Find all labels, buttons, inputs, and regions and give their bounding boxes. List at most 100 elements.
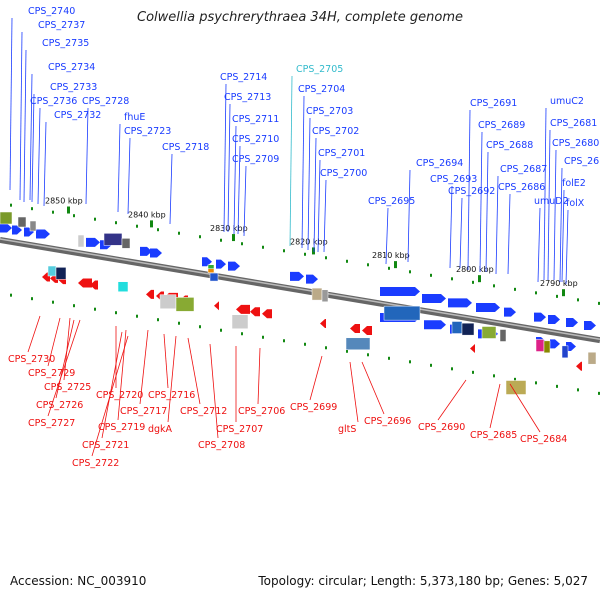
genome-backbone	[0, 237, 600, 344]
forward-gene-label: CPS_2705	[296, 64, 343, 75]
reverse-gene-label: CPS_2721	[82, 440, 129, 451]
forward-gene-arrow	[424, 320, 446, 330]
forward-leader-line	[485, 151, 489, 273]
scale-tick-label: 2850 kbp	[45, 197, 83, 206]
tick-mark	[157, 318, 159, 322]
forward-gene-label: CPS_2709	[232, 154, 279, 165]
scale-tick	[150, 220, 153, 228]
reverse-gene-label: CPS_2717	[120, 406, 167, 417]
tick-mark	[325, 256, 327, 260]
forward-leader-line	[317, 159, 321, 253]
forward-gene-label: CPS_2737	[38, 20, 85, 31]
forward-leader-line	[127, 137, 131, 215]
tick-mark	[262, 245, 264, 249]
forward-gene-label: CPS_2694	[416, 158, 463, 169]
reverse-gene-arrow	[470, 343, 475, 353]
tick-mark	[241, 242, 243, 246]
forward-leader-line	[29, 73, 33, 201]
forward-gene-arrow	[476, 302, 500, 312]
forward-gene-label: CPS_2693	[430, 174, 477, 185]
forward-gene-label: umuD2	[534, 196, 569, 207]
genome-backbone-highlight	[0, 238, 600, 340]
tick-mark	[52, 300, 54, 304]
tick-mark	[514, 377, 516, 381]
forward-leader-line	[561, 189, 565, 283]
feature-block	[535, 339, 545, 352]
forward-gene-label: CPS_2700	[320, 168, 367, 179]
forward-gene-label: CPS_2679	[564, 156, 600, 167]
forward-leader-line	[407, 169, 411, 263]
forward-gene-label: CPS_2736	[30, 96, 77, 107]
forward-gene-label: CPS_2680	[552, 138, 599, 149]
reverse-gene-label: dgkA	[148, 424, 173, 435]
feature-block	[159, 294, 177, 309]
reverse-gene-arrow	[320, 318, 326, 328]
tick-mark	[388, 356, 390, 360]
forward-gene-label: CPS_2710	[232, 134, 279, 145]
scale-tick-label: 2810 kbp	[372, 251, 410, 260]
forward-gene-label: folX	[566, 198, 585, 209]
scale-tick	[394, 261, 397, 269]
feature-block	[383, 305, 421, 321]
forward-gene-label: CPS_2735	[42, 38, 89, 49]
forward-leader-line	[385, 207, 389, 265]
forward-gene-arrow	[548, 315, 560, 325]
forward-gene-label: CPS_2702	[312, 126, 359, 137]
reverse-leader-line	[349, 361, 359, 423]
feature-block	[587, 351, 597, 365]
tick-mark	[535, 381, 537, 385]
reverse-gene-label: CPS_2719	[98, 422, 145, 433]
feature-block	[451, 321, 463, 334]
forward-gene-label: CPS_2704	[298, 84, 345, 95]
tick-mark	[199, 325, 201, 329]
feature-block	[103, 233, 123, 246]
reverse-leader-line	[47, 317, 61, 367]
scale-tick	[232, 234, 235, 242]
forward-gene-arrow	[216, 259, 226, 269]
tick-mark	[283, 249, 285, 253]
feature-block	[543, 340, 551, 354]
forward-leader-line	[507, 193, 511, 275]
genome-summary-text: Topology: circular; Length: 5,373,180 bp…	[258, 574, 588, 588]
tick-mark	[577, 388, 579, 392]
reverse-gene-label: CPS_2699	[290, 402, 337, 413]
forward-gene-label: CPS_2740	[28, 6, 75, 17]
reverse-leader-line	[309, 355, 323, 401]
forward-leader-line	[547, 129, 551, 281]
reverse-leader-line	[437, 379, 467, 421]
tick-mark	[493, 284, 495, 288]
scale-tick-label: 2790 kbp	[540, 279, 578, 288]
forward-gene-label: CPS_2688	[486, 140, 533, 151]
forward-gene-label: CPS_2689	[478, 120, 525, 131]
tick-mark	[556, 294, 558, 298]
forward-leader-line	[313, 137, 317, 253]
forward-gene-arrow	[566, 342, 576, 352]
tick-mark	[598, 301, 600, 305]
forward-leader-line	[9, 17, 13, 191]
feature-block	[77, 234, 85, 248]
forward-leader-line	[117, 123, 121, 213]
scale-tick	[478, 275, 481, 283]
tick-mark	[157, 228, 159, 232]
forward-gene-label: CPS_2701	[318, 148, 365, 159]
feature-block	[561, 345, 569, 359]
reverse-gene-arrow	[214, 301, 219, 311]
feature-block	[461, 322, 475, 336]
reverse-gene-arrow	[90, 280, 98, 290]
reverse-gene-arrow	[576, 361, 582, 371]
forward-gene-label: CPS_2711	[232, 114, 279, 125]
forward-gene-label: CPS_2691	[470, 98, 517, 109]
reverse-leader-line	[27, 315, 41, 353]
reverse-gene-arrow	[236, 304, 250, 314]
forward-leader-line	[467, 109, 471, 271]
tick-mark	[535, 291, 537, 295]
feature-block	[209, 272, 219, 282]
tick-mark	[283, 339, 285, 343]
forward-gene-arrow	[150, 248, 162, 258]
tick-mark	[472, 370, 474, 374]
forward-leader-line	[169, 153, 173, 225]
forward-leader-line	[31, 93, 35, 203]
scale-tick-label: 2800 kbp	[456, 265, 494, 274]
forward-gene-arrow	[0, 223, 12, 233]
